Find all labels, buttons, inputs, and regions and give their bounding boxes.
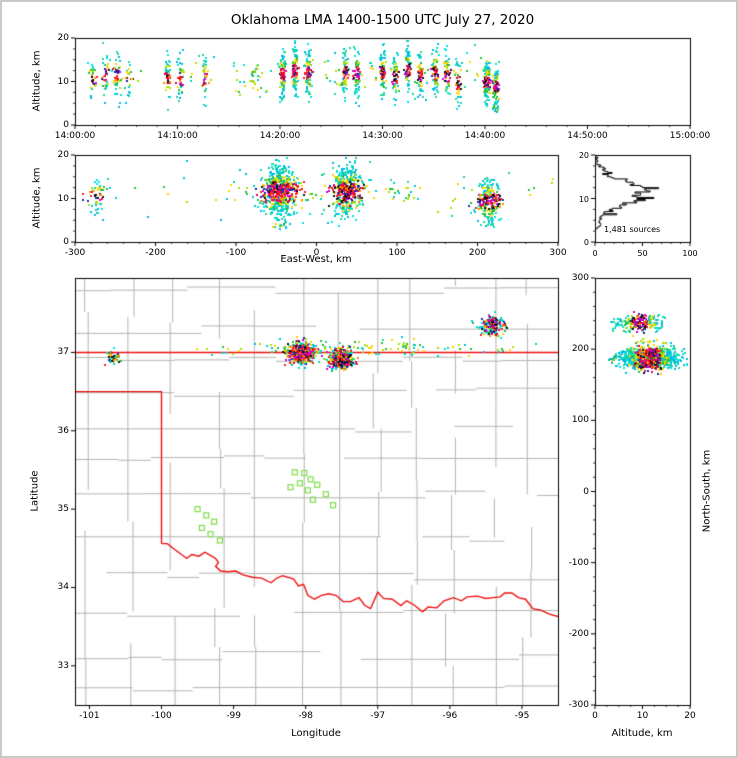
tick-label: 20 xyxy=(684,711,696,721)
tick-label: 35 xyxy=(57,504,69,515)
tick-label: 0 xyxy=(583,238,589,247)
tick-label: 20 xyxy=(578,151,589,160)
map-xlabel: Longitude xyxy=(291,728,341,739)
tick-label: 200 xyxy=(571,344,589,355)
tick-label: 20 xyxy=(57,150,69,160)
tick-label: -100 xyxy=(568,557,589,568)
tick-label: -99 xyxy=(226,711,241,721)
tick-label: 14:50:00 xyxy=(567,131,608,141)
tick-label: 0 xyxy=(583,486,589,497)
tick-label: -101 xyxy=(79,711,100,721)
sources-count-label: 1,481 sources xyxy=(604,225,661,234)
tick-label: -300 xyxy=(568,700,589,710)
tick-label: -200 xyxy=(568,628,589,639)
tick-label: 300 xyxy=(549,248,567,258)
tick-label: 33 xyxy=(57,660,69,671)
tick-label: 15:00:00 xyxy=(669,131,711,141)
tick-label: -98 xyxy=(298,711,314,721)
tick-label: 0 xyxy=(63,120,69,130)
ns-height-ylabel: North-South, km xyxy=(701,449,713,533)
tick-label: 50 xyxy=(637,249,648,258)
tick-label: 14:10:00 xyxy=(157,131,198,141)
tick-label: -100 xyxy=(225,248,247,258)
tick-label: -300 xyxy=(64,248,86,258)
tick-label: 300 xyxy=(571,273,589,283)
tick-label: 200 xyxy=(468,248,487,258)
tick-label: 0 xyxy=(63,237,69,247)
tick-label: -100 xyxy=(151,711,172,721)
tick-label: -200 xyxy=(145,248,166,258)
tick-label: 34 xyxy=(57,582,69,593)
tick-label: 0 xyxy=(592,711,598,721)
tick-label: 0 xyxy=(313,248,320,258)
tick-label: 10 xyxy=(57,76,69,87)
tick-label: 14:20:00 xyxy=(259,131,301,141)
ew-height-xlabel: East-West, km xyxy=(280,254,352,265)
tick-label: 10 xyxy=(636,711,649,721)
tick-label: -95 xyxy=(514,711,530,721)
tick-label: 10 xyxy=(578,194,589,204)
tick-label: 20 xyxy=(57,33,69,43)
figure-title: Oklahoma LMA 1400-1500 UTC July 27, 2020 xyxy=(230,12,535,28)
tick-label: 10 xyxy=(57,193,69,204)
ns-height-xlabel: Altitude, km xyxy=(611,728,673,739)
tick-label: 14:00:00 xyxy=(54,131,96,141)
tick-label: 14:30:00 xyxy=(362,131,403,141)
tick-label: 14:40:00 xyxy=(464,131,506,141)
tick-label: 100 xyxy=(571,415,589,426)
tick-label: -97 xyxy=(370,711,386,721)
tick-label: -96 xyxy=(442,711,458,721)
tick-label: 100 xyxy=(682,249,698,258)
tick-label: 37 xyxy=(57,347,69,358)
tick-label: 0 xyxy=(592,249,598,258)
tick-label: 100 xyxy=(388,248,406,258)
tick-label: 36 xyxy=(57,425,69,436)
